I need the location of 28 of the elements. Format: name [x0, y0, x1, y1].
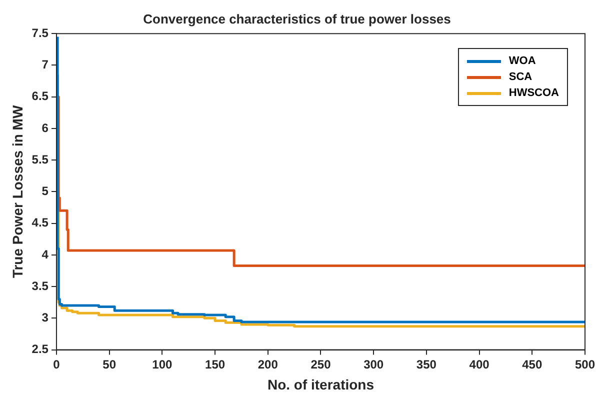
legend-label: HWSCOA [508, 87, 559, 99]
y-tick-label: 3 [42, 310, 49, 324]
x-tick-label: 300 [364, 357, 384, 372]
y-tick-label: 7 [42, 58, 49, 72]
legend-label: SCA [508, 71, 532, 83]
x-tick-label: 200 [258, 357, 278, 372]
x-tick-label: 100 [152, 357, 173, 372]
y-axis-title: True Power Losses in MW [9, 104, 26, 278]
y-tick-label: 5.5 [32, 152, 49, 166]
y-tick-label: 4 [42, 247, 49, 262]
x-tick-label: 350 [416, 357, 437, 372]
x-tick-label: 250 [310, 357, 332, 372]
x-tick-label: 50 [102, 357, 116, 372]
chart-title: Convergence characteristics of true power losses [143, 11, 451, 26]
y-tick-label: 5 [42, 184, 49, 198]
x-tick-label: 0 [53, 357, 60, 372]
x-tick-label: 400 [469, 357, 490, 372]
x-axis-title: No. of iterations [267, 376, 374, 392]
y-tick-label: 2.5 [32, 342, 49, 356]
y-tick-label: 4.5 [32, 216, 49, 230]
x-tick-label: 500 [574, 357, 596, 372]
x-tick-label: 450 [522, 357, 542, 372]
legend-label: WOA [508, 55, 536, 67]
y-tick-label: 6.5 [32, 89, 49, 104]
y-tick-label: 6 [42, 120, 49, 135]
y-tick-label: 3.5 [32, 278, 49, 293]
x-tick-label: 150 [205, 357, 226, 372]
y-tick-label: 7.5 [32, 26, 49, 40]
